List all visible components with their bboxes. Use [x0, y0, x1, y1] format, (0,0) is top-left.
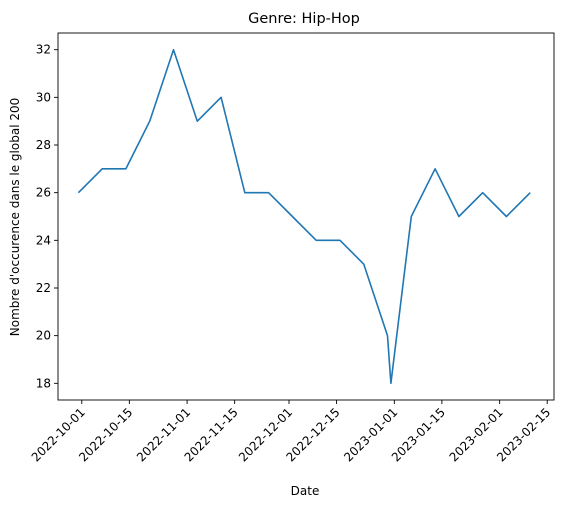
y-tick-label: 28	[36, 138, 51, 152]
y-tick-label: 26	[36, 186, 51, 200]
chart-title: Genre: Hip-Hop	[248, 11, 360, 27]
y-tick-label: 18	[36, 376, 51, 390]
plot-frame	[57, 32, 555, 401]
series-line	[77, 48, 531, 385]
y-axis: 18 20 22 24 26 28 30 32	[36, 43, 58, 390]
y-tick-label: 32	[36, 43, 51, 57]
x-axis-label: Date	[291, 484, 320, 498]
y-tick-label: 20	[36, 329, 51, 343]
x-axis: 2022-10-012022-10-152022-11-012022-11-15…	[29, 400, 553, 464]
y-tick-label: 22	[36, 281, 51, 295]
y-axis-label: Nombre d'occurence dans le global 200	[8, 98, 22, 337]
y-tick-label: 24	[36, 233, 51, 247]
y-tick-label: 30	[36, 90, 51, 104]
